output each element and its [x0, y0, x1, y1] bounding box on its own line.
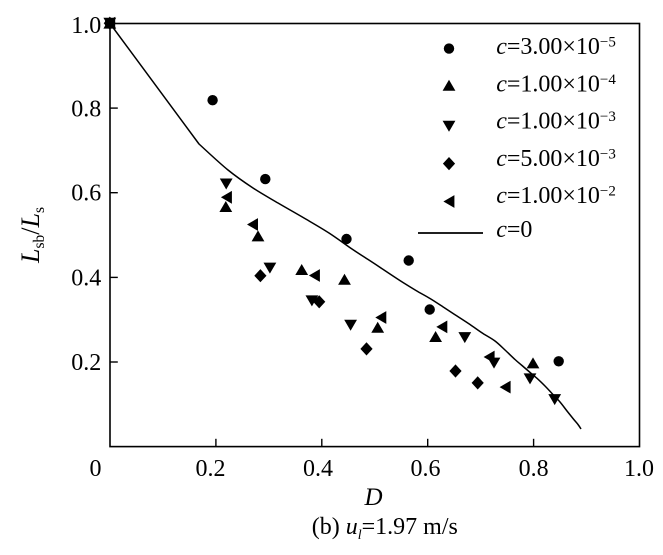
svg-text:c=3.00×10−5: c=3.00×10−5: [496, 34, 616, 60]
svg-text:0.6: 0.6: [71, 181, 101, 207]
svg-text:c=5.00×10−3: c=5.00×10−3: [496, 146, 616, 172]
svg-text:0.2: 0.2: [71, 350, 101, 376]
svg-text:c=1.00×10−4: c=1.00×10−4: [496, 71, 616, 97]
svg-text:(b) ul=1.97 m/s: (b) ul=1.97 m/s: [312, 514, 458, 543]
svg-text:0.8: 0.8: [519, 456, 549, 482]
svg-text:0.4: 0.4: [303, 456, 333, 482]
svg-text:1.0: 1.0: [624, 456, 654, 482]
svg-text:0.2: 0.2: [196, 456, 226, 482]
svg-text:c=1.00×10−2: c=1.00×10−2: [496, 183, 616, 209]
svg-text:c=1.00×10−3: c=1.00×10−3: [496, 109, 616, 135]
svg-text:Lsb/Ls: Lsb/Ls: [16, 207, 48, 264]
svg-text:0: 0: [90, 456, 102, 482]
svg-text:D: D: [363, 484, 382, 511]
svg-text:0.8: 0.8: [71, 96, 101, 122]
svg-text:1.0: 1.0: [71, 13, 101, 39]
svg-text:c=0: c=0: [496, 217, 532, 243]
svg-text:0.4: 0.4: [71, 265, 101, 291]
svg-text:0.6: 0.6: [411, 456, 441, 482]
